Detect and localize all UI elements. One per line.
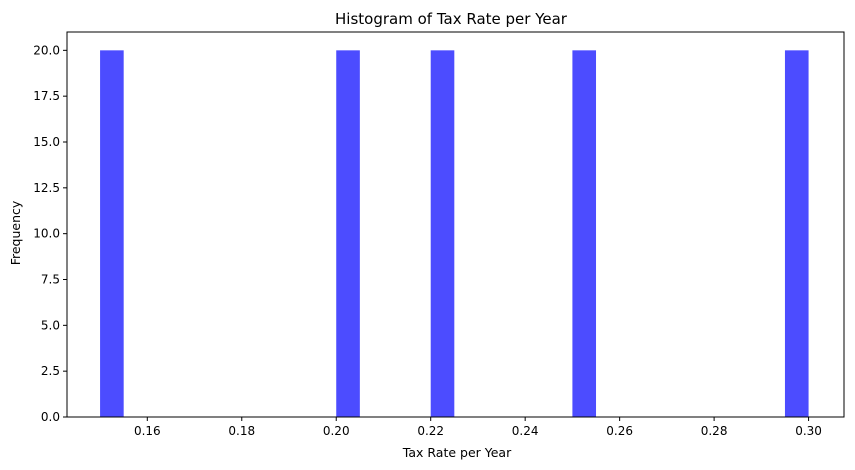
y-tick-label: 12.5 — [33, 181, 60, 195]
plot-frame — [66, 31, 845, 418]
histogram-bar — [784, 50, 809, 417]
x-tick-label: 0.18 — [228, 424, 255, 438]
axes-group: 0.16 0.18 0.20 0.22 0.24 0.26 0.28 0.30 0.0 2.5 5.… — [33, 31, 845, 438]
histogram-bar — [336, 50, 360, 417]
histogram-bar — [430, 50, 455, 417]
x-tick-label: 0.22 — [417, 424, 444, 438]
y-tick-label: 0.0 — [41, 410, 60, 424]
x-tick-label: 0.20 — [323, 424, 350, 438]
x-tick-label: 0.28 — [701, 424, 728, 438]
histogram-bar — [100, 50, 124, 417]
y-tick-label: 20.0 — [33, 43, 60, 57]
y-tick-label: 7.5 — [41, 273, 60, 287]
y-tick-label: 5.0 — [41, 318, 60, 332]
chart-title: Histogram of Tax Rate per Year — [335, 10, 568, 28]
x-axis-label: Tax Rate per Year — [402, 445, 512, 460]
x-tick-label: 0.24 — [512, 424, 539, 438]
y-tick-label: 2.5 — [41, 364, 60, 378]
x-tick-label: 0.16 — [134, 424, 161, 438]
y-tick-label: 10.0 — [33, 227, 60, 241]
y-tick-label: 15.0 — [33, 135, 60, 149]
bars-group — [100, 50, 809, 417]
histogram-bar — [572, 50, 597, 417]
x-tick-label: 0.26 — [606, 424, 633, 438]
y-axis-label: Frequency — [8, 200, 23, 265]
y-tick-label: 17.5 — [33, 89, 60, 103]
x-tick-label: 0.30 — [795, 424, 822, 438]
